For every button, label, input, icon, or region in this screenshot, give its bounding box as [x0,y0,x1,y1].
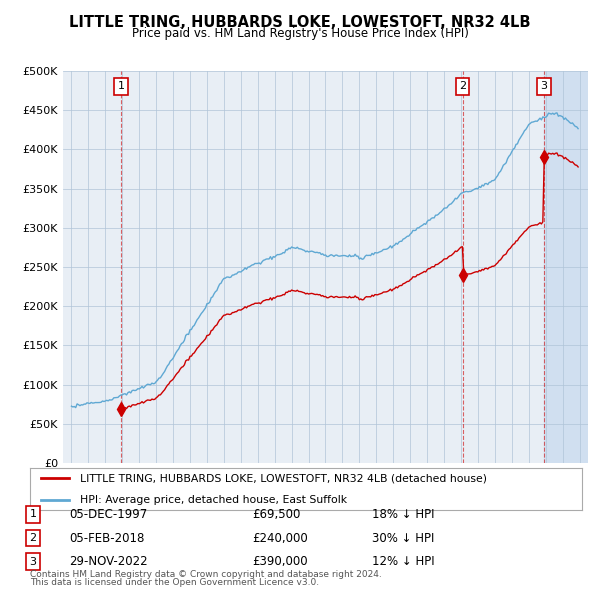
Text: Price paid vs. HM Land Registry's House Price Index (HPI): Price paid vs. HM Land Registry's House … [131,27,469,40]
Text: 29-NOV-2022: 29-NOV-2022 [69,555,148,568]
Text: 05-DEC-1997: 05-DEC-1997 [69,508,147,521]
Text: 12% ↓ HPI: 12% ↓ HPI [372,555,434,568]
Text: 2: 2 [29,533,37,543]
Bar [544,71,588,463]
Text: £390,000: £390,000 [252,555,308,568]
Text: 18% ↓ HPI: 18% ↓ HPI [372,508,434,521]
Text: 2: 2 [459,81,466,91]
Text: Contains HM Land Registry data © Crown copyright and database right 2024.: Contains HM Land Registry data © Crown c… [30,571,382,579]
Text: 1: 1 [118,81,124,91]
Text: LITTLE TRING, HUBBARDS LOKE, LOWESTOFT, NR32 4LB (detached house): LITTLE TRING, HUBBARDS LOKE, LOWESTOFT, … [80,474,487,483]
Text: £69,500: £69,500 [252,508,301,521]
Text: LITTLE TRING, HUBBARDS LOKE, LOWESTOFT, NR32 4LB: LITTLE TRING, HUBBARDS LOKE, LOWESTOFT, … [69,15,531,30]
Text: 05-FEB-2018: 05-FEB-2018 [69,532,145,545]
Text: 3: 3 [29,557,37,566]
Text: HPI: Average price, detached house, East Suffolk: HPI: Average price, detached house, East… [80,495,347,504]
Text: This data is licensed under the Open Government Licence v3.0.: This data is licensed under the Open Gov… [30,578,319,587]
Text: 3: 3 [541,81,548,91]
Text: 30% ↓ HPI: 30% ↓ HPI [372,532,434,545]
Text: £240,000: £240,000 [252,532,308,545]
Text: 1: 1 [29,510,37,519]
